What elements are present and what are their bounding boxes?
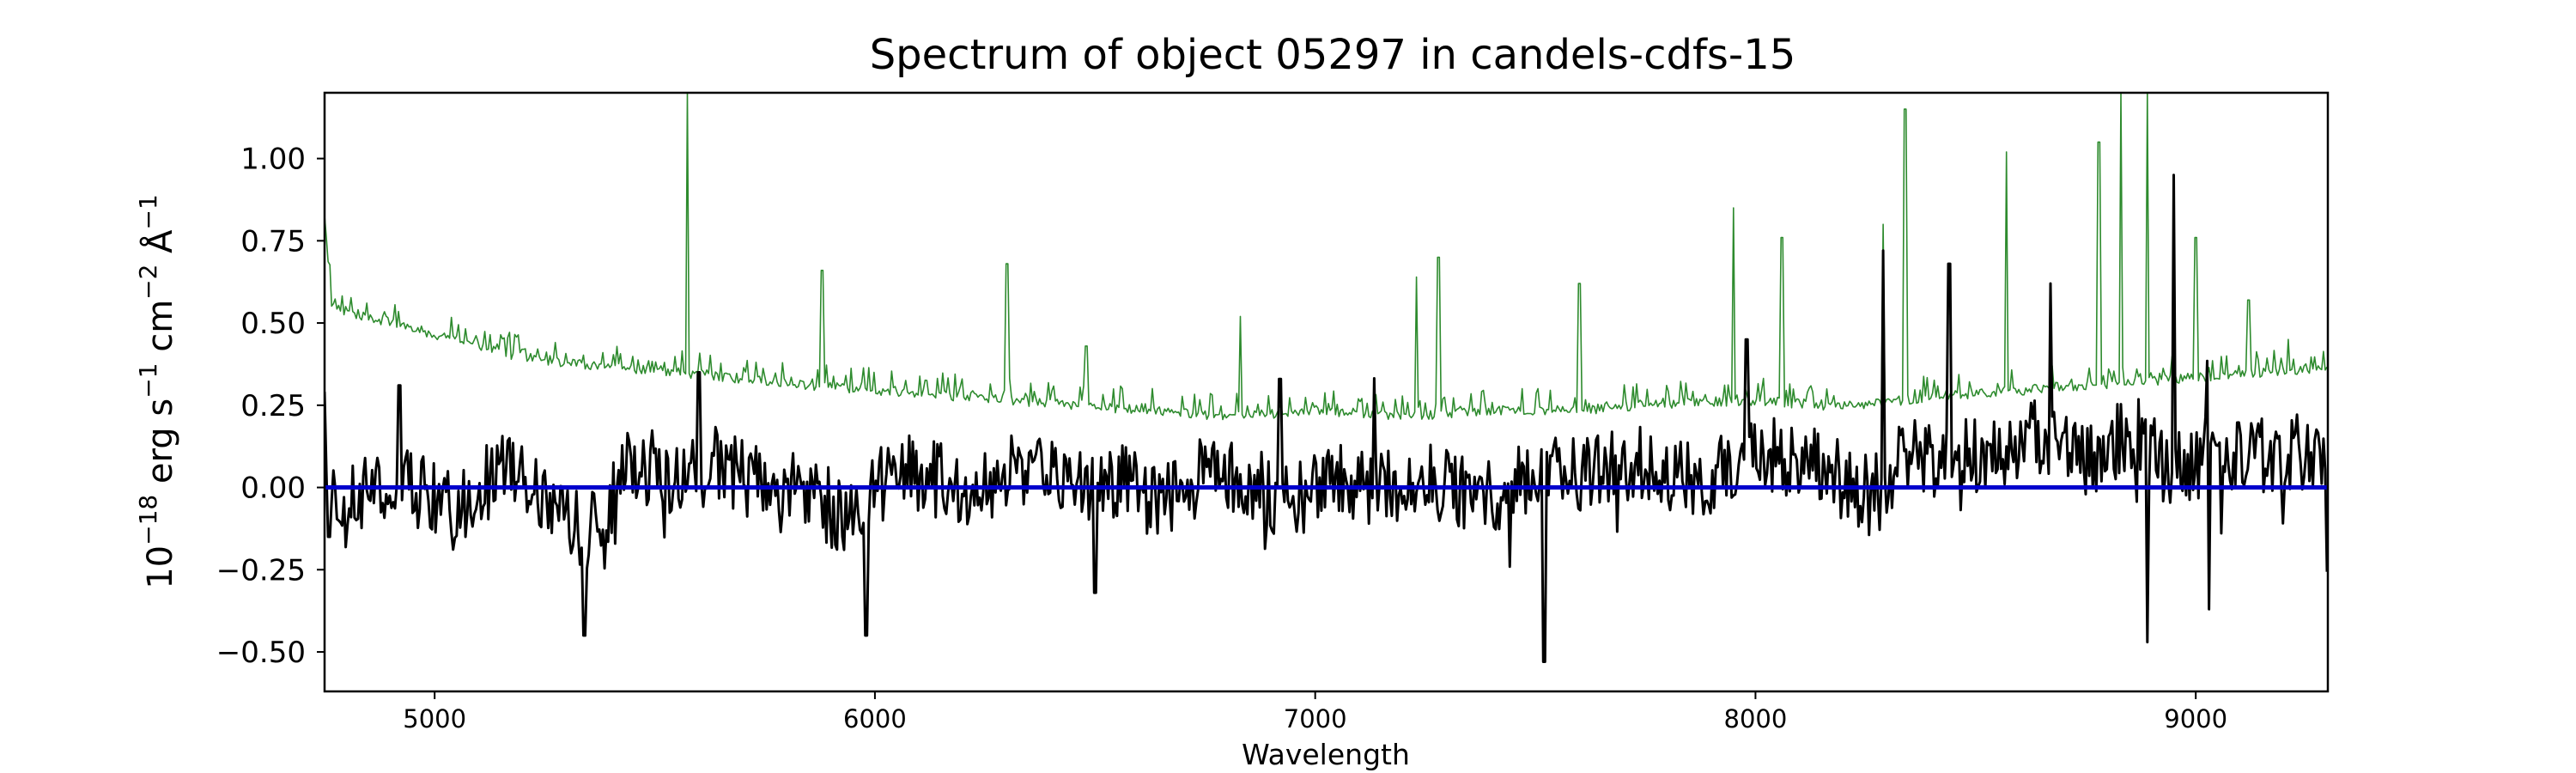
plot-frame — [323, 91, 2330, 693]
y-tick-label: 0.50 — [240, 307, 306, 341]
flux-spectrum-line — [325, 173, 2328, 663]
y-tick-label: 0.75 — [240, 224, 306, 259]
x-tick-label: 5000 — [403, 704, 466, 733]
y-tick-label: −0.25 — [216, 553, 306, 587]
error-spectrum-line — [325, 93, 2328, 421]
y-tick-label: 1.00 — [240, 143, 306, 177]
x-tick-label: 6000 — [843, 704, 907, 733]
y-axis-ticks: −0.50 −0.25 0.00 0.25 0.50 0.75 1.00 — [216, 143, 325, 670]
x-axis-label: Wavelength — [1242, 738, 1410, 771]
x-tick-label: 8000 — [1724, 704, 1788, 733]
y-tick-label: 0.25 — [240, 389, 306, 423]
chart-title: Spectrum of object 05297 in candels-cdfs… — [870, 31, 1796, 79]
x-tick-label: 7000 — [1284, 704, 1347, 733]
x-tick-label: 9000 — [2164, 704, 2227, 733]
y-axis-label: 10−18 erg s−1 cm−2 Å−1 — [134, 194, 180, 589]
x-axis-ticks: 5000 6000 7000 8000 9000 — [403, 691, 2227, 733]
y-tick-label: 0.00 — [240, 472, 306, 506]
y-tick-label: −0.50 — [216, 636, 306, 670]
series-layer — [325, 93, 2328, 663]
